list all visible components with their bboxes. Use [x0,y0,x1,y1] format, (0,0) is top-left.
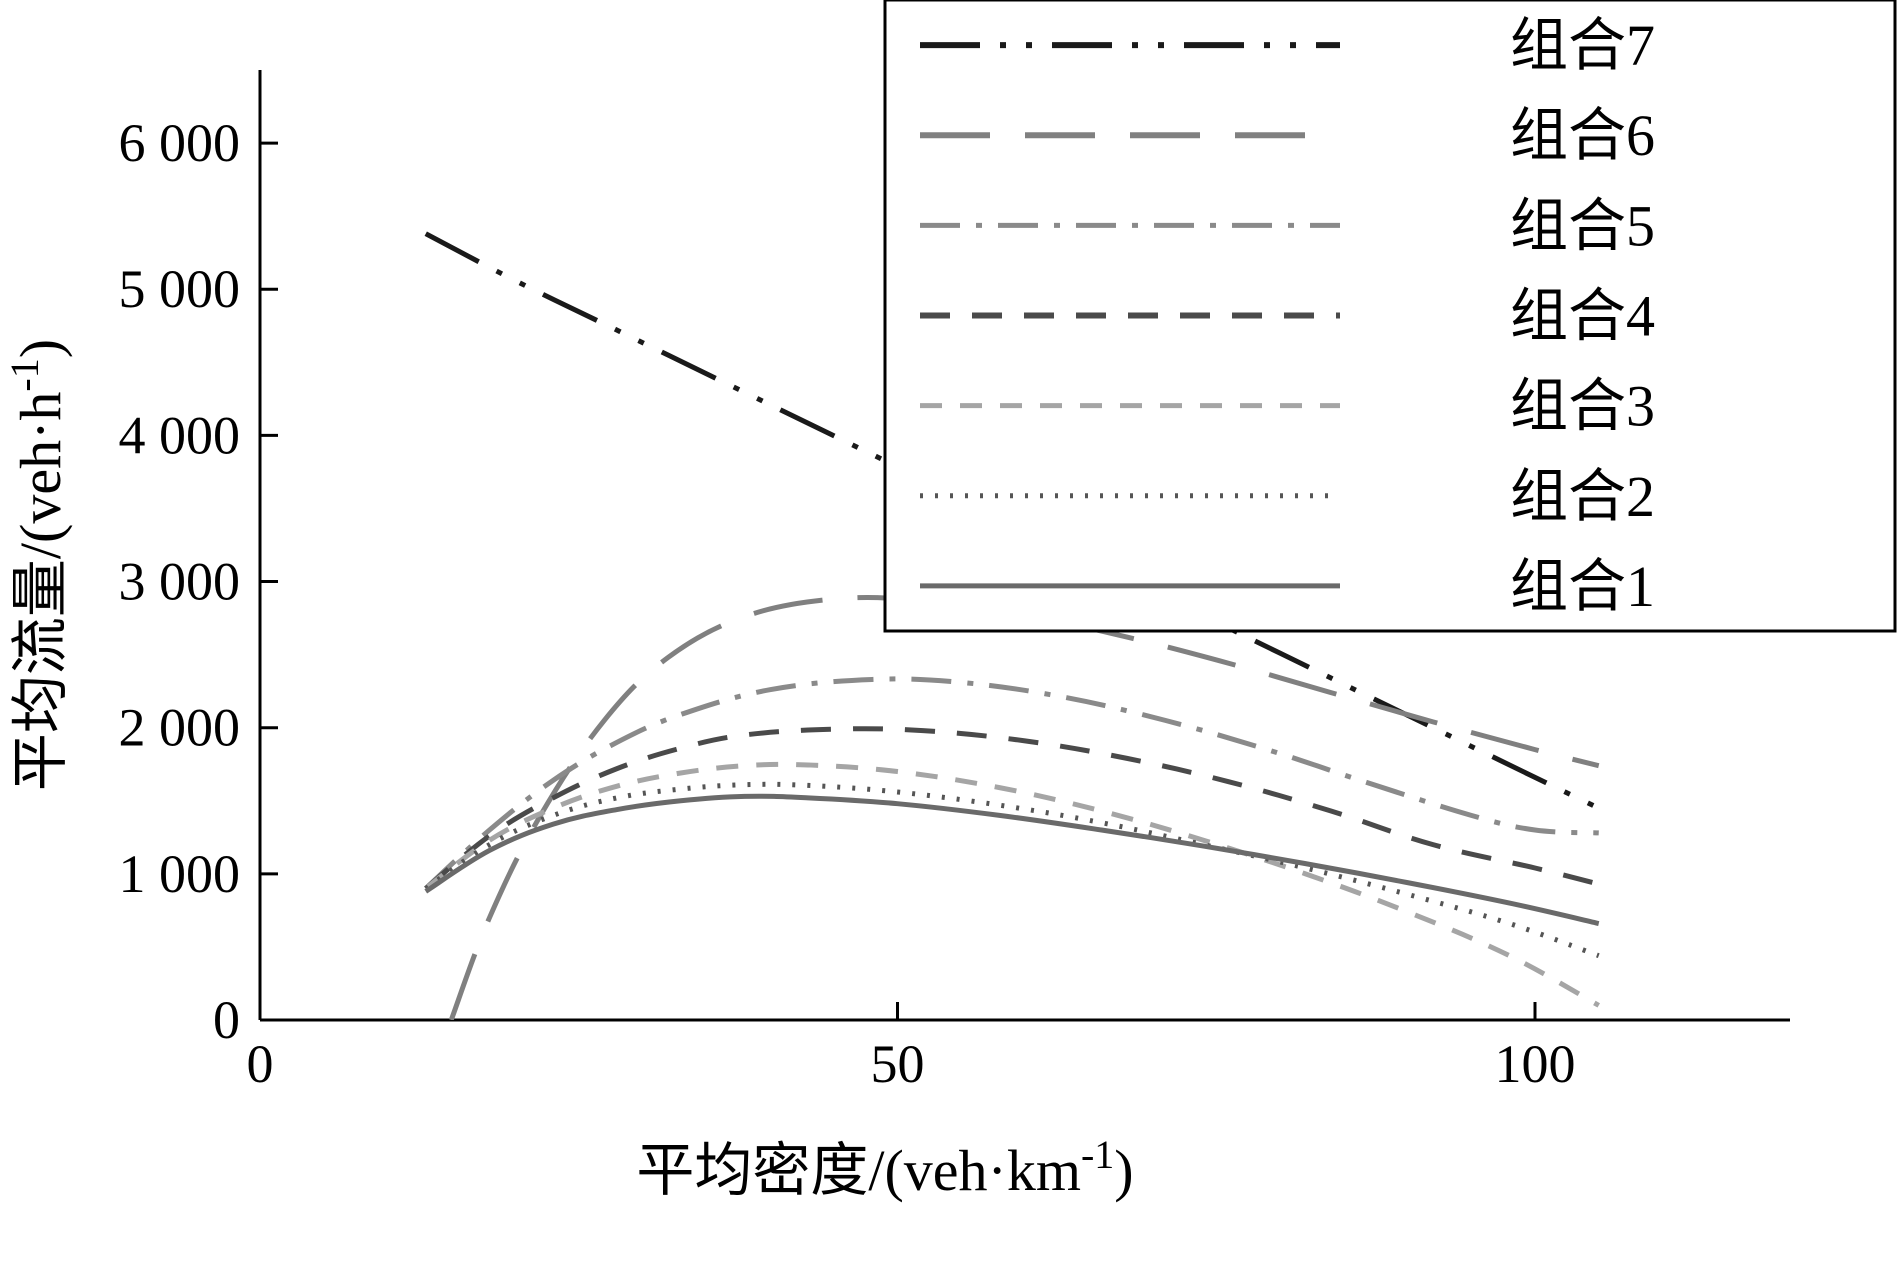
x-tick-label: 100 [1495,1034,1576,1094]
x-tick-label: 0 [247,1034,274,1094]
legend-label-s3: 组合3 [1510,374,1655,439]
legend-label-s5: 组合5 [1510,193,1655,258]
legend-label-s6: 组合6 [1510,103,1655,168]
series-s1 [426,796,1599,923]
x-tick-label: 50 [871,1034,925,1094]
legend-label-s7: 组合7 [1510,13,1655,78]
series-s4 [426,729,1599,889]
chart-container: 0 1 000 2 000 3 000 4 000 5 000 6 000 0 50 100 平均密… [0,0,1897,1284]
y-axis-label: 平均流量/(veh·h-1) [2,339,74,791]
y-tick-label: 0 [213,990,240,1050]
y-tick-label: 4 000 [119,405,241,465]
y-tick-label: 3 000 [119,552,241,612]
y-tick-label: 5 000 [119,259,241,319]
legend-label-s1: 组合1 [1510,554,1655,619]
series-s5 [426,679,1599,889]
x-axis-label: 平均密度/(veh·km-1) [636,1132,1133,1204]
legend-label-s2: 组合2 [1510,464,1655,529]
y-tick-label: 2 000 [119,698,241,758]
y-tick-label: 6 000 [119,113,241,173]
y-tick-label: 1 000 [119,844,241,904]
chart-svg: 0 1 000 2 000 3 000 4 000 5 000 6 000 0 50 100 平均密… [0,0,1897,1284]
legend-label-s4: 组合4 [1510,284,1655,349]
